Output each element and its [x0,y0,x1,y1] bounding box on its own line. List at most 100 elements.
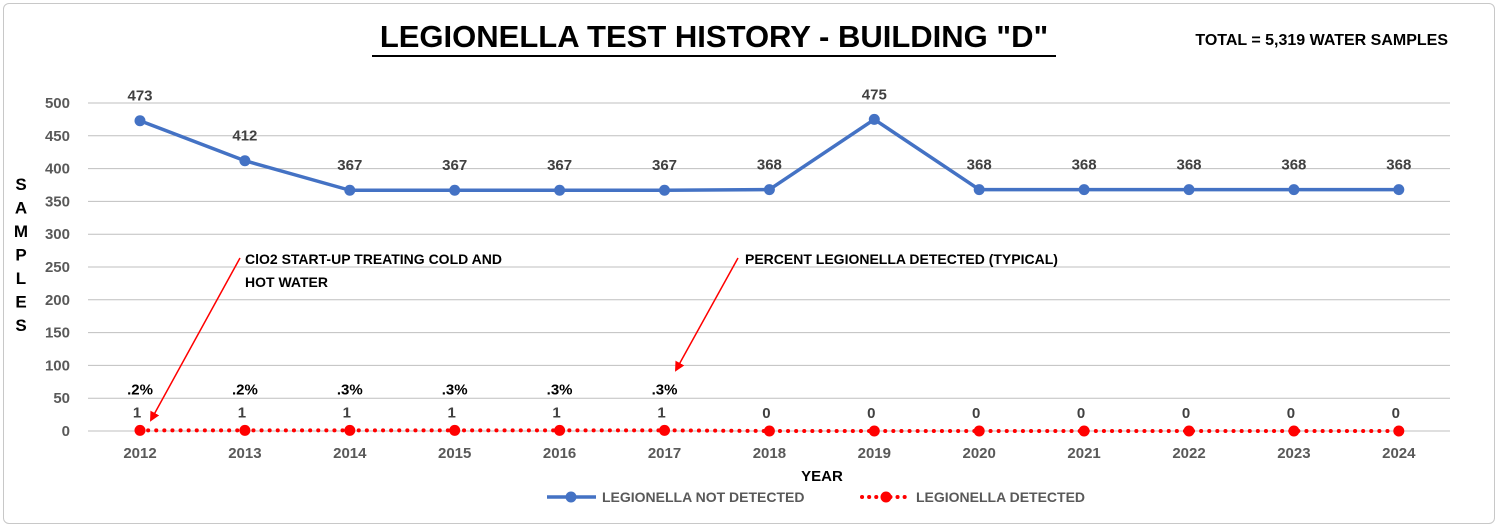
data-label-not-detected: 473 [127,88,152,105]
point-detected [554,424,566,436]
y-tick-label: 250 [45,259,70,276]
annotation-arrow-percent [675,257,739,372]
point-not-detected [344,184,356,196]
data-label-detected: 1 [343,404,351,421]
data-label-detected: 0 [1392,405,1400,422]
data-label-not-detected: 368 [1072,157,1097,174]
x-tick-label: 2017 [648,445,681,462]
data-label-not-detected: 367 [652,157,677,174]
data-label-detected: 1 [238,404,246,421]
y-axis-label-letter: M [14,222,28,241]
percent-label: .3% [442,381,468,398]
data-label-detected: 1 [552,404,560,421]
data-label-not-detected: 412 [232,128,257,145]
y-axis-label: SAMPLES [14,175,28,335]
x-axis-ticks: 2012 2013 2014 2015 2016 2017 2018 2019 2020 2021… [123,445,1416,462]
y-axis-label-letter: L [16,269,26,288]
y-tick-label: 200 [45,292,70,309]
point-detected [1393,425,1405,437]
y-tick-label: 450 [45,128,70,145]
legend-label-not-detected: LEGIONELLA NOT DETECTED [602,489,804,505]
percent-label: .3% [337,381,363,398]
point-detected [763,425,775,437]
point-detected [449,424,461,436]
data-label-detected: 0 [1077,405,1085,422]
point-not-detected [134,115,146,127]
point-detected [1183,425,1195,437]
legend-marker-not-detected [565,491,577,503]
y-axis-label-letter: S [15,316,26,335]
data-label-not-detected: 367 [442,157,467,174]
y-tick-label: 400 [45,161,70,178]
chart-title: LEGIONELLA TEST HISTORY - BUILDING "D" [380,19,1048,54]
annotation-percent-text: PERCENT LEGIONELLA DETECTED (TYPICAL) [745,251,1058,267]
data-label-detected: 0 [1182,405,1190,422]
series-group [134,113,1405,437]
series-line-not-detected [139,117,1399,192]
x-tick-label: 2016 [543,445,576,462]
data-label-detected: 0 [867,405,875,422]
x-tick-label: 2019 [858,445,891,462]
point-detected [239,424,251,436]
data-label-detected: 1 [657,404,665,421]
data-label-detected: 0 [972,405,980,422]
x-tick-label: 2023 [1277,445,1310,462]
chart-frame [3,3,1495,524]
point-not-detected [1183,184,1195,196]
y-axis-label-letter: S [15,175,26,194]
annotation-clo2-line1: ClO2 START-UP TREATING COLD AND [245,251,502,267]
point-not-detected [1393,184,1405,196]
y-axis-label-letter: A [15,199,27,218]
data-label-not-detected: 367 [337,157,362,174]
chart-subtitle: TOTAL = 5,319 WATER SAMPLES [1195,32,1448,49]
gridlines [88,102,1450,432]
point-detected [659,424,670,436]
y-tick-label: 350 [45,193,70,210]
x-tick-label: 2020 [963,445,996,462]
x-tick-label: 2018 [753,445,786,462]
x-tick-label: 2015 [438,445,471,462]
point-detected [1078,425,1090,437]
data-label-detected: 1 [448,404,456,421]
point-detected [344,424,356,436]
point-not-detected [449,184,461,196]
point-not-detected [239,155,251,167]
point-detected [1288,425,1300,437]
y-axis-label-letter: E [15,293,26,312]
data-label-not-detected: 368 [757,157,782,174]
point-not-detected [763,184,775,196]
point-not-detected [554,184,566,196]
annotations: ClO2 START-UP TREATING COLD AND HOT WATER… [150,251,1058,422]
y-tick-label: 0 [62,423,70,440]
point-not-detected [868,113,880,125]
legend-label-detected: LEGIONELLA DETECTED [916,489,1085,505]
point-detected [973,425,985,437]
x-axis-label: YEAR [801,468,843,485]
data-label-not-detected: 368 [1386,157,1411,174]
data-label-detected: 1 [133,404,141,421]
x-tick-label: 2013 [228,445,261,462]
annotation-clo2-line2: HOT WATER [245,274,328,290]
legend-marker-detected [880,491,892,503]
percent-label: .2% [232,381,258,398]
data-label-not-detected: 367 [547,157,572,174]
x-tick-label: 2024 [1382,445,1416,462]
data-label-not-detected: 368 [1281,157,1306,174]
x-tick-label: 2014 [333,445,367,462]
data-label-not-detected: 475 [862,86,887,103]
x-tick-label: 2022 [1172,445,1205,462]
point-not-detected [973,184,985,196]
point-not-detected [1288,184,1300,196]
data-label-not-detected: 368 [967,157,992,174]
legend: LEGIONELLA NOT DETECTED LEGIONELLA DETECT… [547,489,1085,505]
y-axis-label-letter: P [15,246,26,265]
x-tick-label: 2021 [1067,445,1100,462]
x-tick-label: 2012 [123,445,156,462]
y-axis-ticks: 0 50 100 150 200 250 300 350 400 450 500 [45,95,70,440]
point-not-detected [1078,184,1090,196]
data-labels: 473 412 367 367 367 367 368 475 368 368 368 368 368 1… [127,86,1411,422]
y-tick-label: 150 [45,325,70,342]
data-label-not-detected: 368 [1176,157,1201,174]
point-detected [134,424,146,436]
